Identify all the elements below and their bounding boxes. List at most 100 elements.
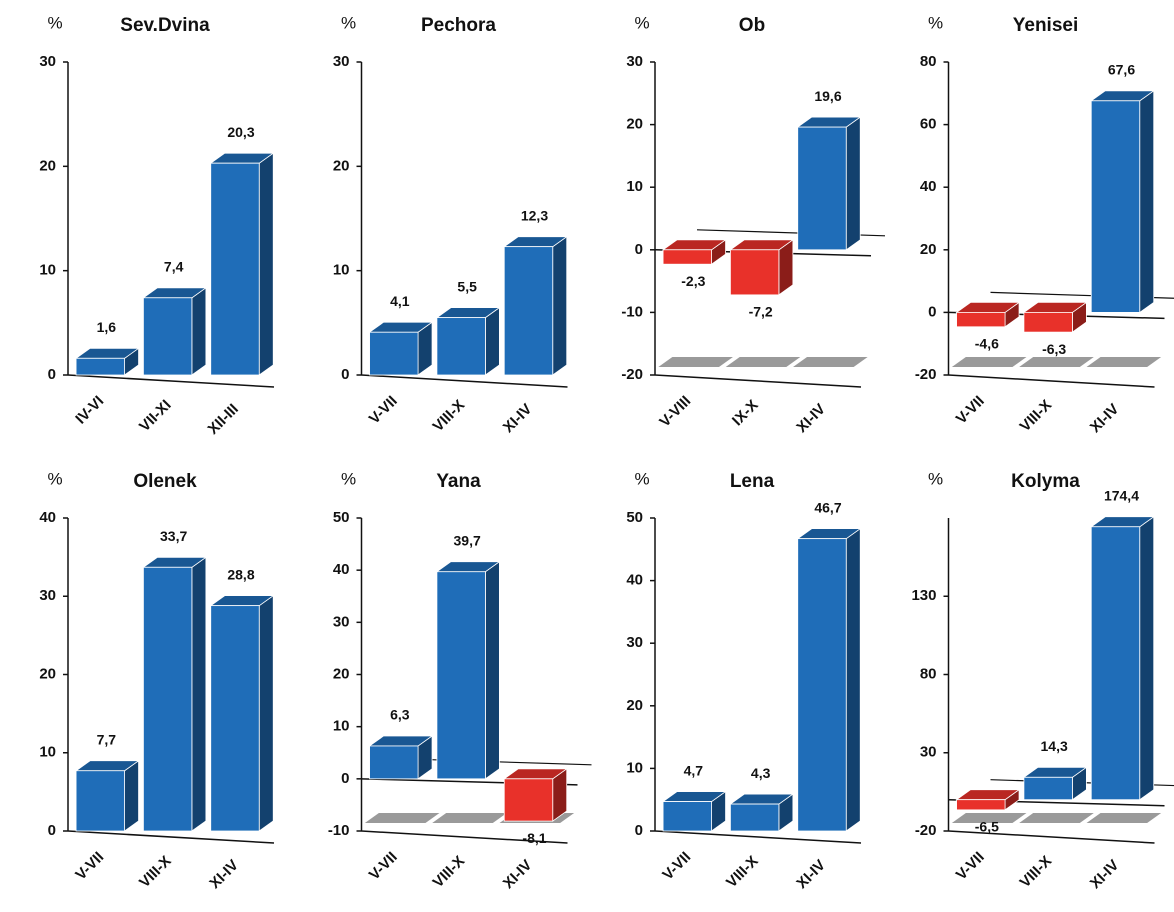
chart-panel: Pechora% 0 10 20 30 4,1 5,5 12,3 V-VII VIII-X XI-I… <box>333 13 568 436</box>
bar-side <box>845 527 861 832</box>
bar <box>797 126 847 251</box>
chart-title: Kolyma <box>1011 471 1080 492</box>
y-tick-label: 20 <box>920 241 937 258</box>
x-axis <box>67 374 275 388</box>
y-tick-label: 0 <box>48 822 56 839</box>
value-label: 4,1 <box>390 293 410 309</box>
bar-side <box>552 235 568 376</box>
x-axis <box>654 374 862 388</box>
y-tick-label: 0 <box>341 366 349 383</box>
x-tick-label: V-VII <box>366 393 401 428</box>
chart-panel: Ob% -20 -10 0 10 20 30 -2,3 -7,2 19,6 V-VIII IX-X XI… <box>621 13 886 437</box>
x-tick-label: XI-IV <box>500 857 536 893</box>
x-tick-label: V-VII <box>953 849 988 884</box>
x-tick-label: XI-IV <box>793 401 829 437</box>
bar <box>1023 311 1073 333</box>
floor-slab <box>951 357 1027 367</box>
y-axis-label: % <box>634 13 649 32</box>
y-tick-label: 30 <box>39 53 56 70</box>
y-tick-label: 30 <box>333 53 350 70</box>
x-tick-label: XI-IV <box>500 401 536 437</box>
y-tick-label: 10 <box>39 744 56 761</box>
value-label: -8,1 <box>522 830 546 846</box>
chart-panel: Sev.Dvina% 0 10 20 30 1,6 7,4 20,3 IV-VI VII-XI XI… <box>39 13 275 438</box>
x-axis <box>948 830 1155 844</box>
bar-side <box>258 152 274 376</box>
y-tick-label: -10 <box>328 822 350 839</box>
value-label: 39,7 <box>454 532 481 548</box>
y-tick-label: 40 <box>333 561 350 578</box>
bar-side <box>191 556 207 832</box>
y-tick-label: 40 <box>39 509 56 526</box>
bar <box>1090 526 1141 801</box>
chart-title: Sev.Dvina <box>120 15 210 36</box>
value-label: 7,4 <box>164 258 184 274</box>
bar <box>369 331 419 376</box>
y-tick-label: -20 <box>621 366 643 383</box>
floor-slab <box>725 357 801 367</box>
bar <box>1090 100 1141 313</box>
floor-slab <box>364 813 440 823</box>
bar <box>436 571 486 780</box>
value-label: 1,6 <box>97 319 117 335</box>
y-tick-label: 0 <box>928 303 936 320</box>
bar-side <box>124 759 139 832</box>
x-axis <box>67 830 275 844</box>
bar-side <box>484 306 500 376</box>
bar-side <box>845 116 861 251</box>
y-tick-label: 10 <box>333 262 350 279</box>
x-axis <box>361 830 568 844</box>
chart-title: Pechora <box>421 15 496 36</box>
value-label: -4,6 <box>975 336 999 352</box>
y-axis-label: % <box>928 13 943 32</box>
y-tick-label: 0 <box>48 366 56 383</box>
y-axis-label: % <box>47 13 62 32</box>
value-label: 4,3 <box>751 765 771 781</box>
chart-panel: Kolyma% -20 30 80 130 -6,5 14,3 174,4 V-VII VIII-… <box>911 469 1174 892</box>
bar <box>503 246 554 376</box>
bar <box>75 770 125 832</box>
floor-slab <box>658 357 733 367</box>
x-tick-label: VII-XI <box>136 397 175 436</box>
value-label: 4,7 <box>684 762 704 778</box>
value-label: 7,7 <box>97 731 117 747</box>
floor-slab <box>1019 813 1094 823</box>
x-tick-label: VIII-X <box>430 853 469 892</box>
bar <box>210 605 260 832</box>
x-tick-label: VIII-X <box>723 853 762 892</box>
x-tick-label: IV-VI <box>72 393 107 428</box>
floor-slab <box>793 357 868 367</box>
x-tick-label: XI-IV <box>793 857 829 893</box>
x-tick-label: XI-IV <box>1087 401 1123 437</box>
chart-title: Yana <box>436 471 481 492</box>
value-label: 14,3 <box>1041 738 1068 754</box>
y-tick-label: 30 <box>920 744 937 761</box>
y-tick-label: 80 <box>920 53 937 70</box>
value-label: 46,7 <box>814 499 841 515</box>
y-tick-label: 60 <box>920 116 937 133</box>
x-axis <box>948 374 1155 388</box>
y-tick-label: 30 <box>626 634 643 651</box>
y-tick-label: 10 <box>333 718 350 735</box>
x-tick-label: XII-III <box>205 401 242 438</box>
x-tick-label: XI-IV <box>1087 857 1123 893</box>
bar <box>730 803 780 832</box>
value-label: -6,5 <box>975 819 999 835</box>
chart-panel: Lena% 0 10 20 30 40 50 4,7 4,3 46,7 V-VII VIII-X XI-… <box>626 469 862 893</box>
chart-panel: Yenisei% -20 0 20 40 60 80 -4,6 -6,3 67,6 V-VII VII… <box>915 13 1174 436</box>
x-tick-label: VIII-X <box>1017 397 1056 436</box>
y-tick-label: -10 <box>621 303 643 320</box>
y-axis-label: % <box>634 469 649 488</box>
value-label: 67,6 <box>1108 62 1135 78</box>
floor-slab <box>1086 357 1162 367</box>
value-label: -7,2 <box>749 304 773 320</box>
y-tick-label: -20 <box>915 366 937 383</box>
floor-slab <box>951 813 1027 823</box>
value-label: 20,3 <box>227 124 254 140</box>
x-tick-label: IX-X <box>729 397 762 430</box>
floor-slab <box>432 813 507 823</box>
bar <box>662 249 712 265</box>
bar <box>143 297 193 376</box>
y-axis-label: % <box>47 469 62 488</box>
